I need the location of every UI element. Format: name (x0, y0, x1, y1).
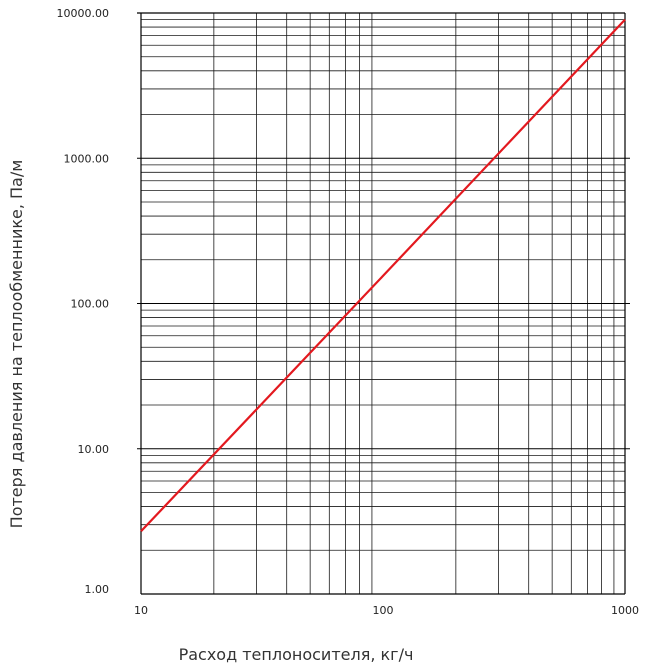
x-axis-ticks: 10 100 1000 (134, 604, 639, 617)
y-tick-label: 1.00 (85, 583, 110, 596)
y-tick-label: 1000.00 (64, 152, 110, 165)
x-tick-label: 10 (134, 604, 148, 617)
y-tick-label: 10.00 (78, 443, 110, 456)
x-tick-label: 100 (373, 604, 394, 617)
plot-frame (137, 12, 626, 595)
series-group (140, 18, 626, 533)
x-axis-title: Расход теплоносителя, кг/ч (179, 645, 414, 664)
grid (137, 13, 630, 594)
series-line (140, 18, 626, 533)
x-tick-label: 1000 (611, 604, 639, 617)
y-tick-label: 100.00 (71, 298, 110, 311)
y-tick-label: 10000.00 (57, 7, 110, 20)
y-axis-title: Потеря давления на теплообменнике, Па/м (7, 160, 26, 529)
y-axis-ticks: 1.00 10.00 100.00 1000.00 10000.00 (57, 7, 110, 596)
